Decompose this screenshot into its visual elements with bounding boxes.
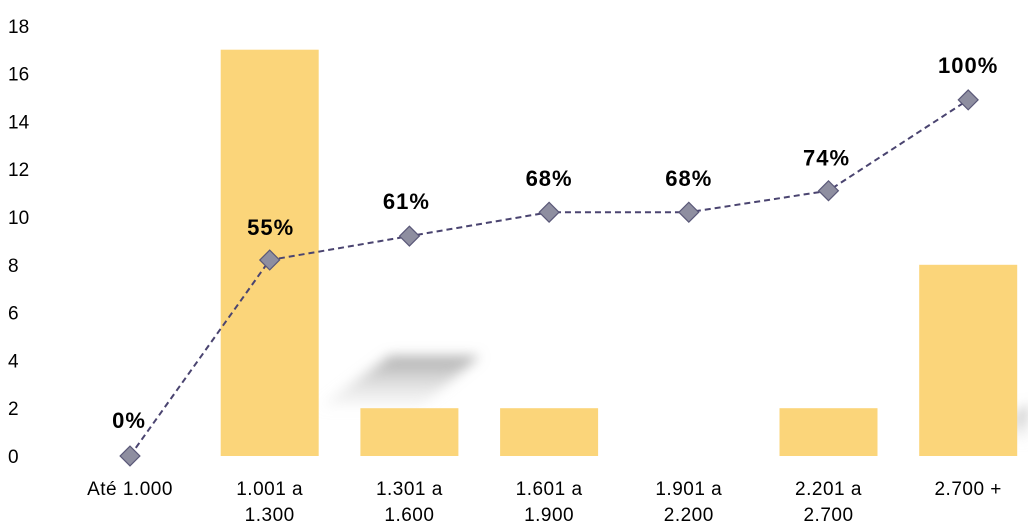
line-point-marker [957,89,979,111]
y-tick-label: 18 [8,17,29,38]
y-tick-label: 0 [8,447,19,468]
y-tick-label: 6 [8,304,19,325]
bar [360,408,459,456]
bar [779,408,878,456]
x-tick-label: 2.700 [803,505,853,525]
data-label: 68% [526,166,573,191]
line-point-marker [678,201,700,223]
y-tick-label: 8 [8,256,19,277]
x-tick-label: 2.201 a [795,479,862,500]
data-label: 68% [665,166,712,191]
x-tick-label: Até 1.000 [87,479,173,500]
data-label: 61% [383,189,430,214]
x-axis: Até 1.000 1.001 a 1.300 1.301 a 1.600 1.601 a… [87,479,1001,525]
bar-shadow [318,356,480,407]
data-labels: 0% 55% 61% 68% 68% 74% 100% [112,53,998,433]
x-tick-label: 1.001 a [236,479,303,500]
x-tick-label: 1.301 a [376,479,443,500]
data-label: 100% [938,53,998,78]
x-tick-label: 1.601 a [516,479,583,500]
y-axis: 0 2 4 6 8 10 12 14 16 18 [8,17,30,468]
y-tick-label: 2 [8,399,19,420]
x-tick-label: 1.901 a [655,479,722,500]
y-tick-label: 14 [8,112,30,133]
bars [220,49,1018,456]
cumulative-line [119,89,979,467]
x-tick-label: 1.600 [384,505,434,525]
x-tick-label: 2.200 [664,505,714,525]
x-tick-label: 2.700 + [934,479,1001,500]
y-tick-label: 10 [8,208,29,229]
x-tick-label: 1.300 [245,505,295,525]
bar [500,408,599,456]
line-point-marker [119,445,141,467]
y-tick-label: 12 [8,160,29,181]
y-tick-label: 16 [8,65,29,86]
line-point-marker [817,179,840,202]
bar [919,264,1018,456]
line-point-marker [398,225,421,247]
data-label: 55% [247,215,294,240]
data-label: 0% [112,408,146,433]
data-label: 74% [803,146,850,171]
line-point-marker [258,249,281,271]
line-point-marker [538,201,560,223]
x-tick-label: 1.900 [524,505,574,525]
y-tick-label: 4 [8,351,19,372]
